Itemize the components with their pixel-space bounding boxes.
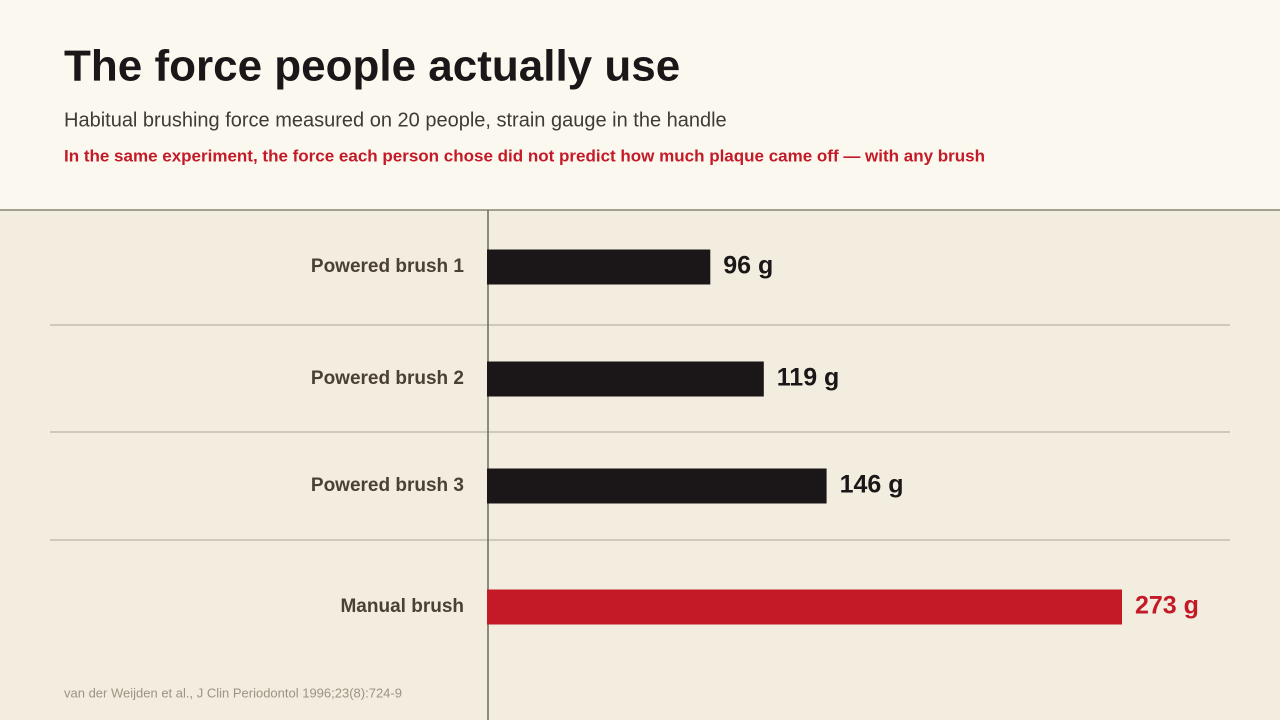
value-label: 119 g: [777, 364, 840, 392]
bar: [487, 249, 711, 285]
value-label: 273 g: [1135, 592, 1199, 620]
category-label: Manual brush: [340, 596, 464, 617]
category-label: Powered brush 2: [311, 368, 464, 389]
chart-title: The force people actually use: [64, 42, 680, 91]
chart-subtitle: Habitual brushing force measured on 20 p…: [64, 109, 727, 131]
value-label: 96 g: [723, 252, 773, 280]
header-band: [0, 0, 1280, 210]
source-note: van der Weijden et al., J Clin Periodont…: [64, 685, 402, 700]
bar: [487, 361, 764, 397]
bar: [487, 589, 1122, 625]
category-label: Powered brush 3: [311, 475, 464, 496]
annotation: In the same experiment, the force each p…: [64, 146, 985, 165]
value-label: 146 g: [840, 471, 904, 499]
plot-band: [0, 210, 1280, 720]
category-label: Powered brush 1: [311, 256, 465, 277]
bar: [487, 468, 827, 504]
